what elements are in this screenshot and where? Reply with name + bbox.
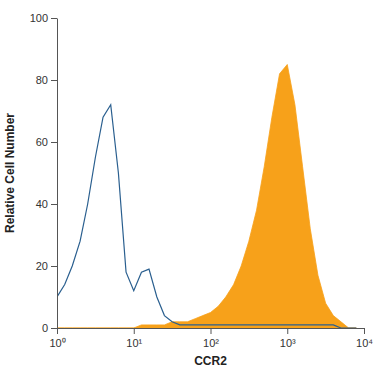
y-tick-label: 0 [42,322,48,334]
x-tick-mark [57,328,58,334]
y-axis-line [57,19,58,329]
x-tick-label: 10⁴ [356,337,373,349]
y-tick: 0 [42,322,57,334]
x-axis: 10⁰ 10¹ 10² 10³ 10⁴ [49,328,373,349]
y-tick: 20 [36,260,57,272]
y-tick-mark [51,266,57,267]
y-tick-label: 40 [36,198,48,210]
x-tick: 10⁴ [356,328,373,349]
x-tick: 10⁰ [49,328,65,349]
x-tick: 10³ [280,328,296,349]
y-tick: 60 [36,136,57,148]
chart: 10⁰ 10¹ 10² 10³ 10⁴ 0 20 40 60 80 100 CCR2 Relative … [0,0,375,375]
y-tick-label: 100 [30,12,48,24]
y-axis: 0 20 40 60 80 100 [30,12,58,334]
y-tick-mark [51,18,57,19]
y-tick-label: 60 [36,136,48,148]
x-axis-title: CCR2 [194,354,227,368]
histogram-area [57,65,356,329]
y-tick: 100 [30,12,57,24]
y-tick-label: 80 [36,74,48,86]
x-tick: 10² [203,328,219,349]
histogram-line [57,105,356,328]
x-tick-label: 10⁰ [49,337,65,349]
plot-area [57,65,356,329]
y-tick: 40 [36,198,57,210]
y-tick-mark [51,80,57,81]
y-tick-mark [51,328,57,329]
y-tick: 80 [36,74,57,86]
x-tick-label: 10² [203,337,219,349]
y-tick-mark [51,142,57,143]
y-tick-label: 20 [36,260,48,272]
x-tick-mark [211,328,212,334]
x-tick-mark [287,328,288,334]
x-tick-label: 10¹ [126,337,142,349]
y-tick-mark [51,204,57,205]
x-tick-label: 10³ [280,337,296,349]
x-tick-mark [134,328,135,334]
x-tick: 10¹ [126,328,142,349]
x-tick-mark [364,328,365,334]
y-axis-title: Relative Cell Number [3,113,17,233]
